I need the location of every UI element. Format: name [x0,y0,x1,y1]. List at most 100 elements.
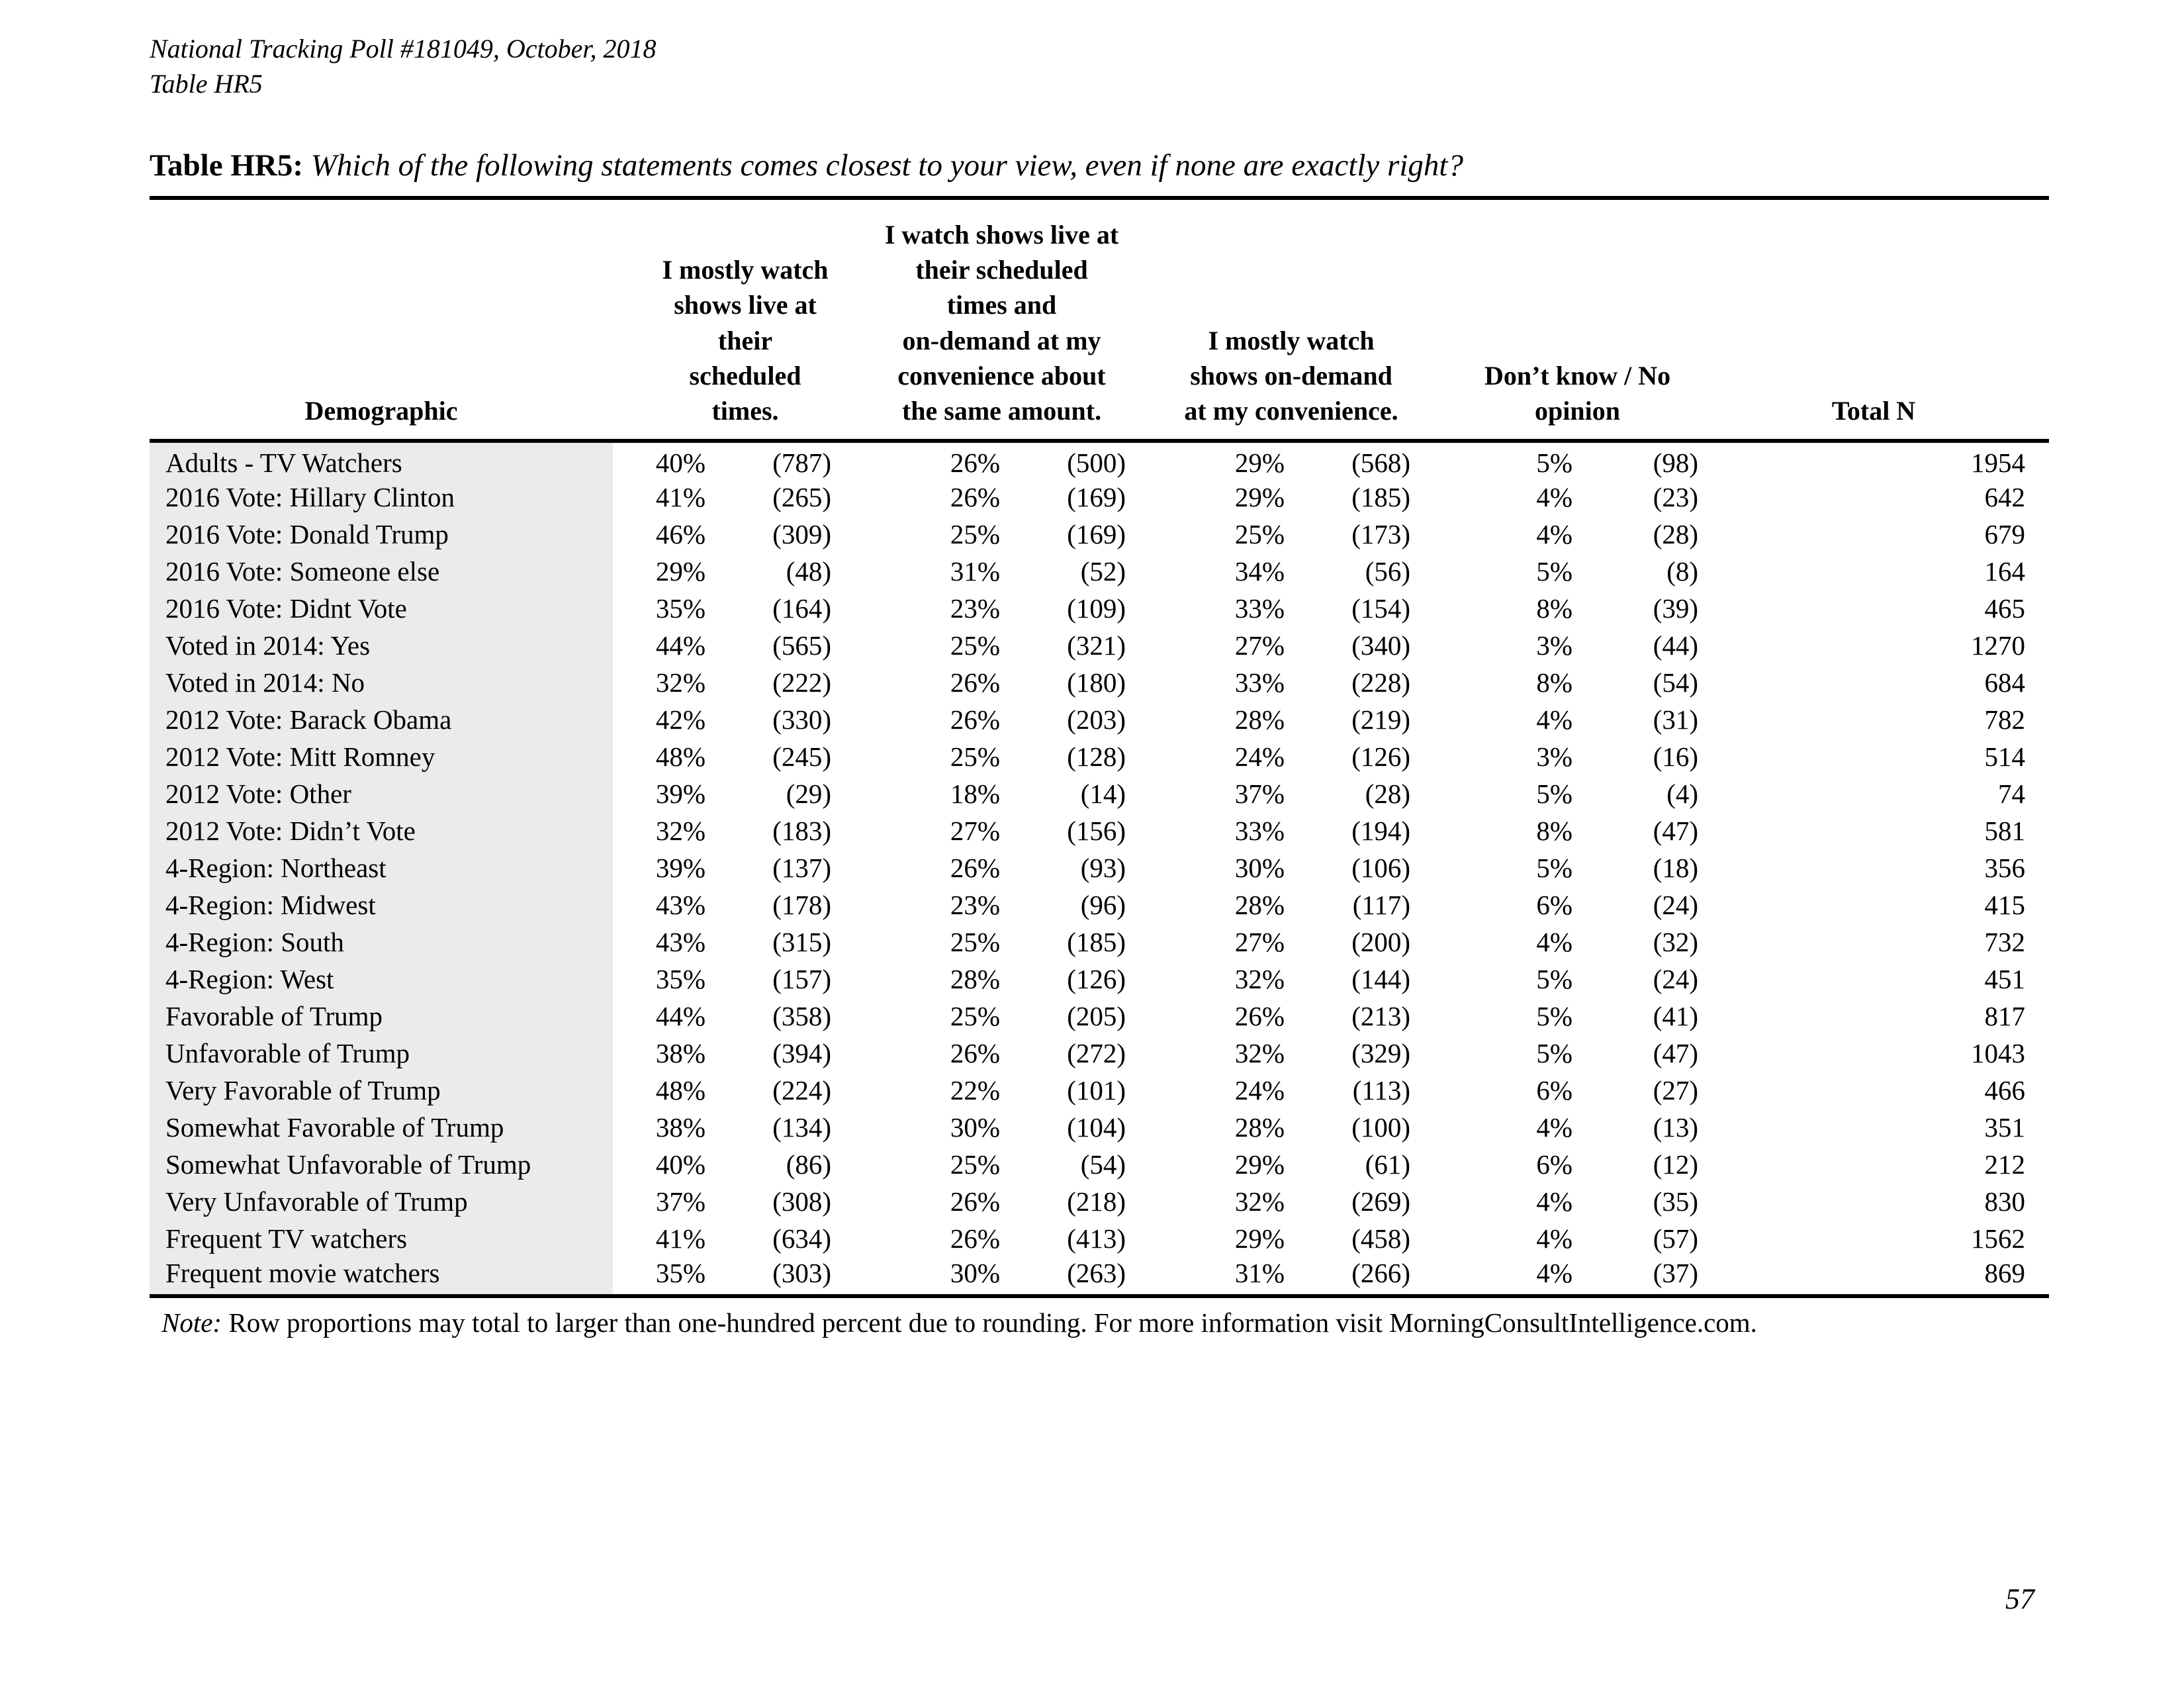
count-cell: (568) [1351,447,1411,479]
table-title-label: Table HR5: [150,148,303,183]
pct-cell: 43% [655,927,705,958]
footnote-text-content: Row proportions may total to larger than… [228,1307,1757,1338]
row-label: Voted in 2014: No [150,664,613,702]
col-header-watch-live: I mostly watch shows live at their sched… [613,199,832,444]
pct-cell: 39% [655,778,705,810]
pct-cell: 24% [1234,1075,1285,1106]
poll-id-line: National Tracking Poll #181049, October,… [150,34,657,64]
table-row: 2012 Vote: Didn’t Vote 32% (183) 27% (156) 33… [150,812,2049,850]
table-row: 2012 Vote: Other 39% (29) 18% (14) 37% (28) 5% (… [150,775,2049,813]
table-row: 4-Region: Midwest 43% (178) 23% (96) 28% (117)… [150,886,2049,924]
count-cell: (137) [772,853,832,884]
row-label: 4-Region: West [150,961,613,998]
count-cell: (500) [1067,447,1126,479]
footnote-text: Row proportions may total to larger than… [228,1307,1757,1338]
count-cell: (315) [772,927,832,958]
pct-cell: 26% [950,482,1001,513]
count-cell: (117) [1352,890,1411,921]
pct-cell: 48% [655,1075,705,1106]
count-cell: (24) [1653,964,1699,995]
count-cell: (329) [1351,1038,1411,1069]
count-cell: (185) [1067,927,1126,958]
pct-cell: 4% [1536,1223,1573,1254]
pct-cell: 39% [655,853,705,884]
page-number: 57 [2005,1583,2034,1615]
count-cell: (54) [1080,1149,1126,1180]
table-row: Frequent movie watchers 35% (303) 30% (263) 3… [150,1257,2049,1297]
count-cell: (266) [1351,1258,1411,1289]
pct-cell: 8% [1536,667,1573,698]
pct-cell: 37% [655,1186,705,1217]
count-cell: (200) [1351,927,1411,958]
table-row: Adults - TV Watchers 40% (787) 26% (500) 29% (… [150,441,2049,479]
pct-cell: 26% [950,1186,1001,1217]
pct-cell: 26% [950,1038,1001,1069]
pct-cell: 22% [950,1075,1001,1106]
count-cell: (565) [772,630,832,661]
count-cell: (634) [772,1223,832,1254]
table-row: Somewhat Unfavorable of Trump 40% (86) 25% (… [150,1146,2049,1184]
count-cell: (39) [1653,593,1699,624]
pct-cell: 29% [655,556,705,587]
count-cell: (86) [786,1149,832,1180]
pct-cell: 25% [950,1149,1001,1180]
count-cell: (180) [1067,667,1126,698]
pct-cell: 35% [655,593,705,624]
pct-cell: 37% [1234,778,1285,810]
table-id-line: Table HR5 [150,68,263,99]
pct-cell: 48% [655,741,705,773]
pct-cell: 25% [950,519,1001,550]
total-cell: 1954 [1971,447,2026,479]
pct-cell: 28% [1234,704,1285,735]
table-row: Favorable of Trump 44% (358) 25% (205) 26% (21… [150,998,2049,1035]
total-cell: 465 [1984,593,2026,624]
count-cell: (100) [1351,1112,1411,1143]
pct-cell: 28% [1234,890,1285,921]
pct-cell: 3% [1536,630,1573,661]
pct-cell: 31% [1234,1258,1285,1289]
pct-cell: 30% [950,1112,1001,1143]
table-row: 4-Region: South 43% (315) 25% (185) 27% (200) 4… [150,923,2049,961]
count-cell: (18) [1653,853,1699,884]
count-cell: (56) [1365,556,1411,587]
pct-cell: 23% [950,890,1001,921]
count-cell: (37) [1653,1258,1699,1289]
count-cell: (458) [1351,1223,1411,1254]
count-cell: (157) [772,964,832,995]
count-cell: (218) [1067,1186,1126,1217]
count-cell: (47) [1653,1038,1699,1069]
pct-cell: 33% [1234,667,1285,698]
count-cell: (126) [1351,741,1411,773]
row-label: 2016 Vote: Didnt Vote [150,590,613,628]
pct-cell: 27% [950,816,1001,847]
total-cell: 1043 [1971,1038,2026,1069]
count-cell: (13) [1653,1112,1699,1143]
count-cell: (394) [772,1038,832,1069]
row-label: 2016 Vote: Hillary Clinton [150,479,613,516]
total-cell: 1270 [1971,630,2026,661]
pct-cell: 35% [655,1258,705,1289]
total-cell: 581 [1984,816,2026,847]
table-row: 2016 Vote: Donald Trump 46% (309) 25% (169) 2… [150,516,2049,553]
count-cell: (224) [772,1075,832,1106]
pct-cell: 32% [655,816,705,847]
row-label: Voted in 2014: Yes [150,627,613,665]
total-cell: 830 [1984,1186,2026,1217]
count-cell: (41) [1653,1001,1699,1032]
row-label: 4-Region: South [150,923,613,961]
total-cell: 782 [1984,704,2026,735]
pct-cell: 40% [655,447,705,479]
pct-cell: 38% [655,1112,705,1143]
pct-cell: 5% [1536,778,1573,810]
pct-cell: 4% [1536,482,1573,513]
pct-cell: 5% [1536,556,1573,587]
count-cell: (35) [1653,1186,1699,1217]
count-cell: (154) [1351,593,1411,624]
table-row: 2016 Vote: Hillary Clinton 41% (265) 26% (16… [150,479,2049,516]
col-header-watch-both: I watch shows live at their scheduled ti… [831,199,1126,444]
pct-cell: 46% [655,519,705,550]
table-row: 4-Region: West 35% (157) 28% (126) 32% (144) 5%… [150,961,2049,998]
row-label: Somewhat Favorable of Trump [150,1109,613,1147]
pct-cell: 4% [1536,704,1573,735]
table-row: 2016 Vote: Someone else 29% (48) 31% (52) 34%… [150,553,2049,590]
